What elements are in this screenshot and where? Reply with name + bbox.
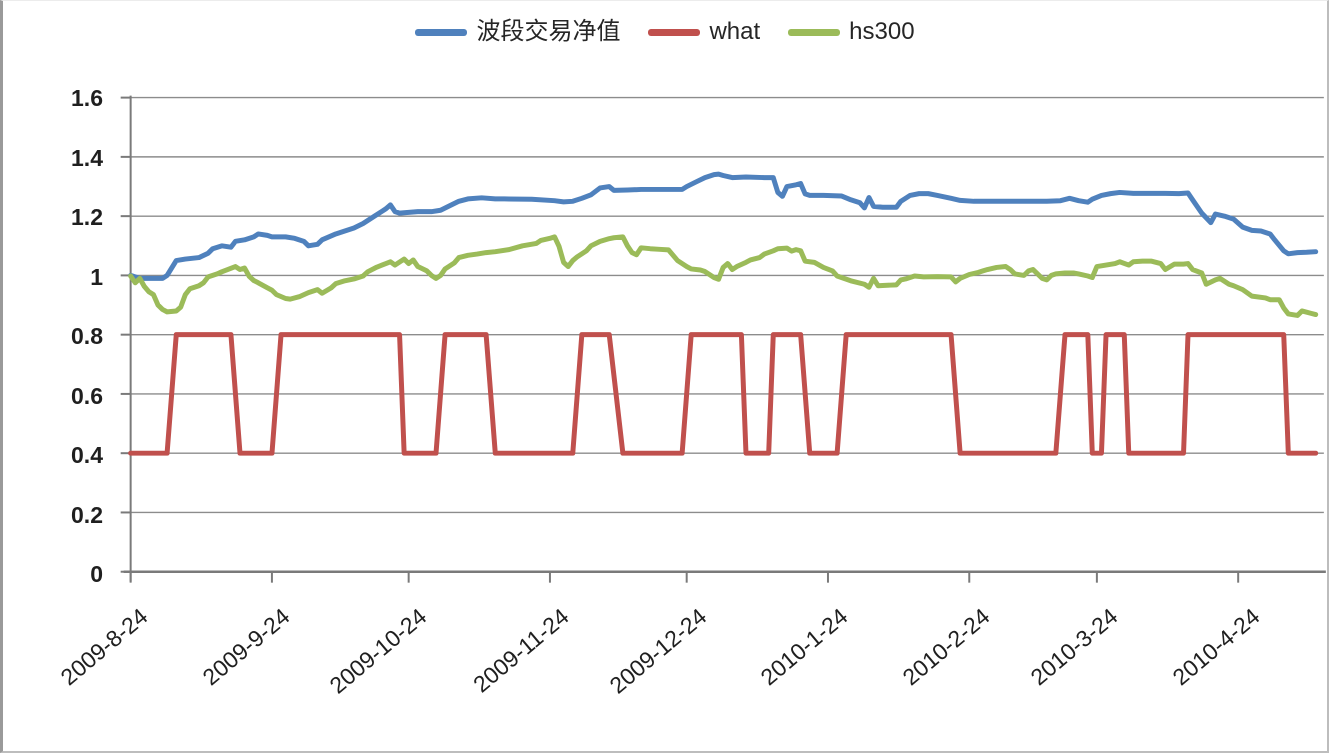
legend-key-line-green: [788, 28, 841, 36]
y-axis-label: 0.4: [71, 442, 103, 468]
legend-key-line-blue: [415, 28, 468, 36]
legend-item-hs300: hs300: [788, 18, 915, 45]
y-axis-label: 0.6: [71, 382, 103, 409]
y-axis-label: 1.4: [71, 144, 103, 171]
legend-item-net-value: 波段交易净值: [415, 18, 621, 45]
series-line-2: [128, 234, 1319, 318]
legend: 波段交易净值 what hs300: [3, 18, 1327, 45]
y-axis-label: 0.8: [71, 323, 103, 349]
y-axis-label: 1.2: [71, 204, 103, 230]
legend-key-line-red: [648, 28, 701, 36]
y-axis-label: 1: [90, 263, 103, 290]
plot-area: [120, 95, 1326, 583]
y-axis-label: 0.2: [71, 501, 103, 528]
legend-label-what: what: [709, 18, 761, 45]
series-line-1: [128, 332, 1319, 456]
legend-item-what: what: [648, 18, 761, 45]
series-line-0: [128, 171, 1319, 281]
legend-label-net-value: 波段交易净值: [476, 18, 621, 45]
legend-label-hs300: hs300: [849, 18, 915, 45]
y-axis-label: 1.6: [71, 85, 103, 111]
y-axis-label: 0: [90, 561, 103, 587]
